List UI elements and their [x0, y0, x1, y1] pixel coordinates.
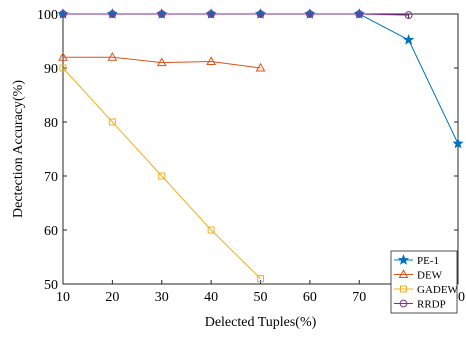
- series-line: [63, 13, 409, 16]
- y-tick-label: 60: [44, 224, 58, 239]
- data-point: [206, 56, 216, 66]
- y-tick-label: 90: [44, 62, 58, 77]
- series-group: [57, 8, 464, 283]
- y-axis-label: Dectection Accuracy(%): [11, 80, 26, 218]
- legend-entry: PE-1: [394, 254, 439, 267]
- data-point: [59, 10, 67, 18]
- legend-entry: RRDP: [394, 299, 446, 311]
- legend-entry: GADEW: [394, 284, 459, 296]
- y-tick-label: 80: [44, 116, 58, 131]
- data-point: [59, 64, 67, 72]
- plot-area: [62, 13, 459, 285]
- x-tick-label: 10: [56, 290, 70, 305]
- data-point: [255, 62, 266, 72]
- x-axis-label: Delected Tuples(%): [205, 315, 317, 330]
- series-dew: [58, 51, 266, 72]
- series-line: [62, 67, 261, 279]
- data-point: [207, 10, 216, 18]
- x-tick-label: 30: [155, 290, 169, 305]
- series-gadew: [59, 64, 264, 283]
- legend-marker: [397, 254, 410, 265]
- legend-marker: [398, 269, 409, 278]
- y-tick-label: 70: [44, 170, 58, 185]
- data-point: [156, 57, 167, 67]
- data-point: [107, 51, 118, 61]
- x-tick-label: 50: [254, 290, 268, 305]
- data-point: [257, 275, 264, 283]
- legend-label: GADEW: [417, 284, 459, 296]
- data-point: [108, 118, 116, 126]
- legend-label: PE-1: [417, 255, 439, 267]
- x-tick-label: 20: [105, 290, 119, 305]
- legend-entry: DEW: [394, 269, 443, 282]
- data-point: [207, 226, 215, 234]
- legend-marker: [399, 299, 408, 308]
- y-tick-label: 100: [37, 8, 58, 23]
- data-point: [305, 10, 314, 18]
- x-tick-label: 60: [303, 290, 317, 305]
- legend-label: RRDP: [417, 299, 446, 311]
- data-point: [58, 51, 68, 61]
- data-point: [157, 10, 166, 18]
- series-line: [63, 56, 261, 69]
- y-tick-label: 50: [44, 278, 58, 293]
- series-rrdp: [59, 10, 413, 19]
- legend-marker: [400, 285, 407, 293]
- plot-frame: [62, 13, 459, 285]
- data-point: [158, 172, 166, 180]
- data-point: [452, 137, 464, 149]
- data-point: [256, 10, 265, 18]
- legend: PE-1 DEW GADEW RRDP: [390, 250, 459, 314]
- legend-label: DEW: [417, 270, 443, 282]
- data-point: [403, 34, 415, 45]
- data-point: [355, 10, 364, 18]
- data-point: [404, 11, 413, 19]
- x-tick-label: 70: [352, 290, 366, 305]
- x-tick-label: 40: [204, 290, 218, 305]
- data-point: [108, 10, 117, 18]
